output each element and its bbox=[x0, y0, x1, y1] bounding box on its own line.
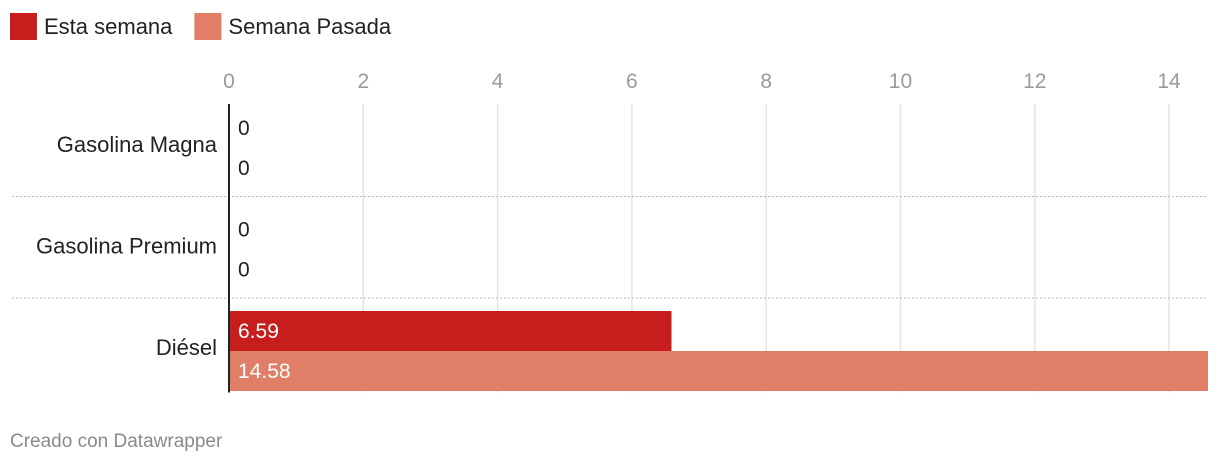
x-tick-label: 14 bbox=[1157, 70, 1181, 93]
gridlines bbox=[362, 104, 1170, 393]
legend-item-1: Esta semana bbox=[10, 13, 173, 40]
legend: Esta semana Semana Pasada bbox=[10, 13, 392, 40]
category-label: Gasolina Magna bbox=[57, 132, 218, 157]
bar bbox=[229, 351, 1208, 391]
x-tick-label: 0 bbox=[223, 70, 235, 93]
value-labels: 0 0 0 0 6.59 14.58 bbox=[238, 117, 291, 383]
category-label: Diésel bbox=[156, 335, 217, 360]
value-label: 0 bbox=[238, 117, 250, 140]
legend-item-2: Semana Pasada bbox=[194, 13, 392, 40]
x-tick-label: 6 bbox=[626, 70, 638, 93]
footer-credit: Creado con Datawrapper bbox=[10, 431, 223, 452]
row-separators bbox=[12, 196, 1208, 299]
value-label: 6.59 bbox=[238, 320, 279, 343]
category-labels: Gasolina Magna Gasolina Premium Diésel bbox=[36, 132, 218, 360]
bar bbox=[229, 311, 672, 351]
value-label: 0 bbox=[238, 157, 250, 180]
legend-label: Semana Pasada bbox=[228, 14, 391, 39]
legend-label: Esta semana bbox=[44, 14, 173, 39]
value-label: 0 bbox=[238, 259, 250, 282]
value-label: 14.58 bbox=[238, 360, 291, 383]
bars bbox=[229, 311, 1208, 391]
value-label: 0 bbox=[238, 219, 250, 242]
legend-swatch bbox=[10, 13, 37, 40]
category-label: Gasolina Premium bbox=[36, 234, 217, 259]
x-tick-label: 8 bbox=[760, 70, 772, 93]
x-tick-label: 10 bbox=[889, 70, 912, 93]
legend-swatch bbox=[194, 13, 222, 40]
x-axis-ticks: 0 2 4 6 8 10 12 14 bbox=[223, 70, 1181, 93]
x-tick-label: 2 bbox=[357, 70, 369, 93]
x-tick-label: 4 bbox=[492, 70, 504, 93]
x-tick-label: 12 bbox=[1023, 70, 1046, 93]
